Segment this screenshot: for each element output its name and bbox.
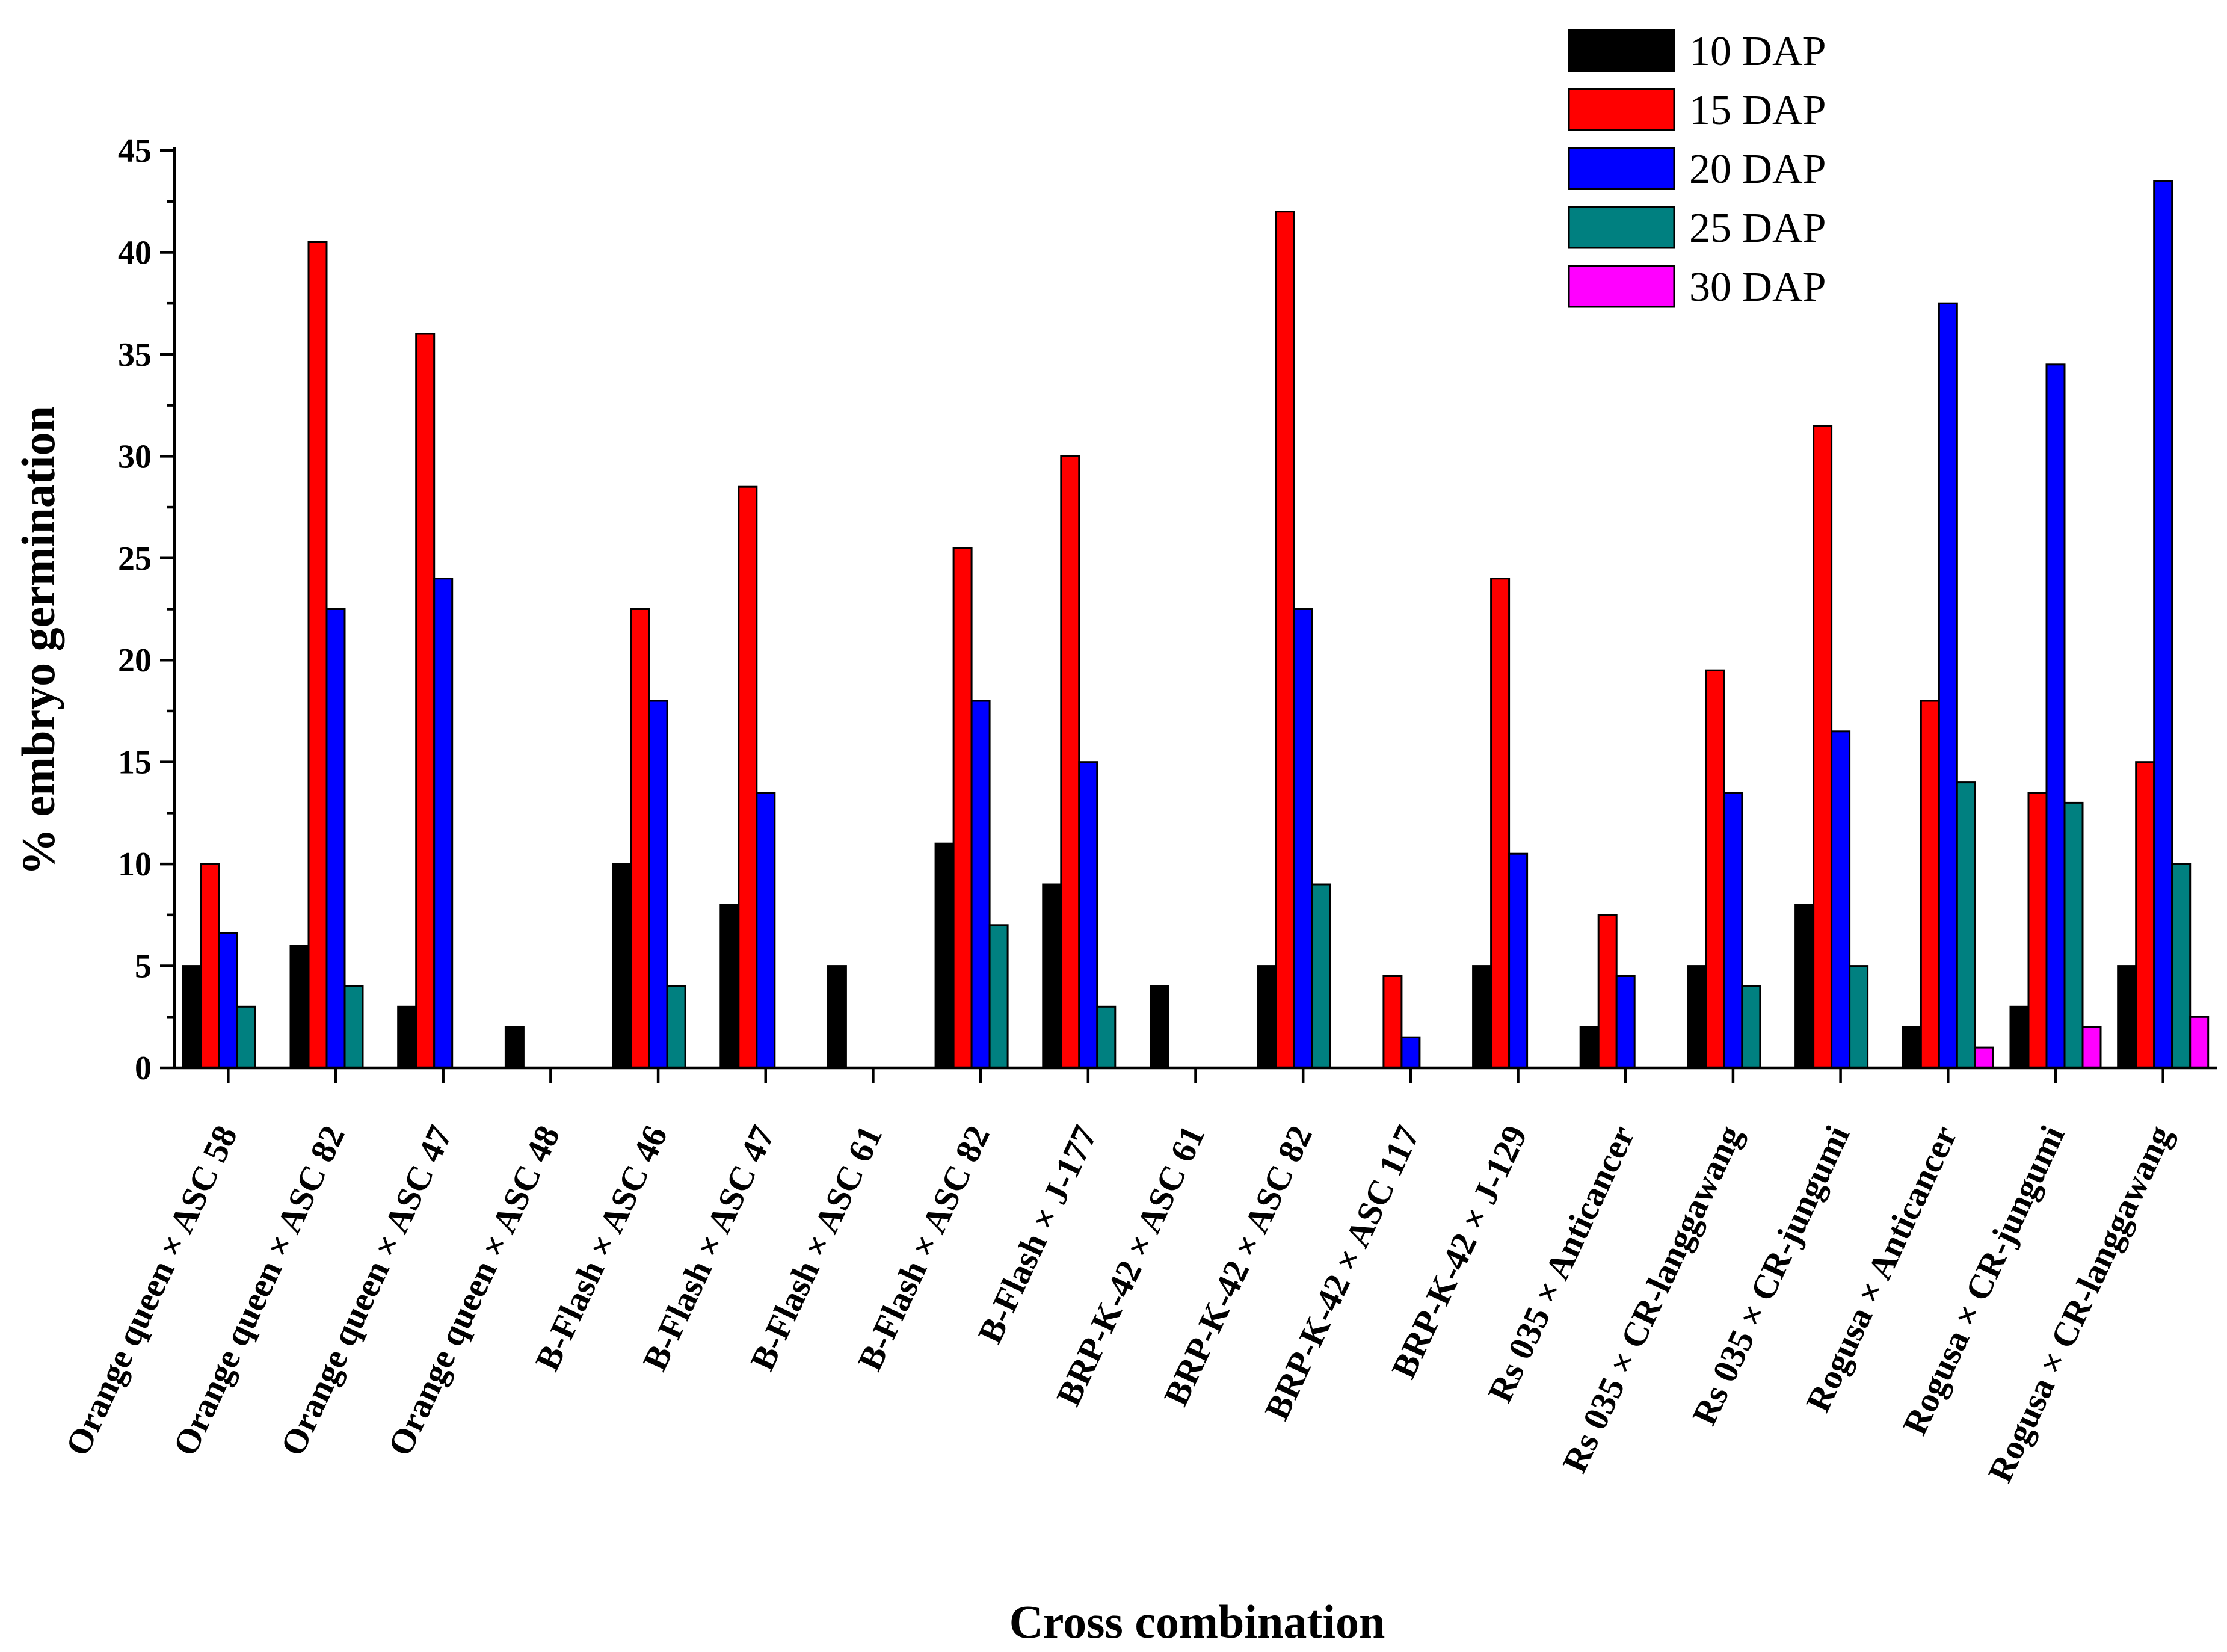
y-tick-label-1: 5 [135, 948, 152, 985]
bar-18-1 [2135, 761, 2155, 1069]
bar-4-3 [666, 985, 686, 1069]
legend-swatch-4 [1568, 265, 1675, 308]
bar-18-3 [2171, 863, 2192, 1069]
y-axis-title: % embryo germination [12, 406, 64, 875]
bar-1-1 [307, 241, 328, 1069]
legend-label-1: 15 DAP [1689, 87, 1826, 134]
bar-8-1 [1060, 455, 1080, 1069]
bar-16-2 [1938, 302, 1958, 1069]
bar-18-4 [2189, 1016, 2210, 1069]
bars-layer [182, 180, 2210, 1069]
bar-10-0 [1257, 965, 1277, 1069]
bar-7-2 [970, 700, 991, 1069]
bar-2-1 [415, 333, 436, 1069]
bar-2-0 [397, 1005, 417, 1069]
bar-10-2 [1293, 608, 1313, 1069]
bar-15-2 [1831, 730, 1851, 1069]
y-tick-label-5: 25 [118, 540, 152, 578]
y-tick-label-6: 30 [118, 438, 152, 475]
legend-swatch-1 [1568, 88, 1675, 131]
bar-7-1 [952, 547, 973, 1069]
y-tick-label-2: 10 [118, 846, 152, 883]
bar-15-0 [1794, 904, 1815, 1069]
bar-7-0 [934, 842, 955, 1069]
bar-7-3 [988, 924, 1009, 1069]
bar-17-2 [2045, 363, 2066, 1069]
x-axis-title: Cross combination [1009, 1595, 1385, 1648]
bar-8-2 [1078, 761, 1098, 1069]
bar-18-2 [2153, 180, 2173, 1069]
y-tick-label-8: 40 [118, 234, 152, 271]
bar-14-3 [1741, 985, 1761, 1069]
legend-label-4: 30 DAP [1689, 264, 1826, 310]
bar-3-0 [504, 1026, 525, 1069]
bar-0-3 [236, 1005, 256, 1069]
bar-0-1 [200, 863, 220, 1069]
bar-18-0 [2117, 965, 2137, 1069]
bar-1-2 [325, 608, 346, 1069]
bar-12-1 [1490, 578, 1511, 1069]
bar-14-0 [1687, 965, 1707, 1069]
bar-11-1 [1382, 975, 1403, 1069]
bar-16-4 [1974, 1046, 1994, 1069]
bar-14-2 [1723, 792, 1743, 1069]
bar-4-2 [648, 700, 668, 1069]
x-tick-label-8: B-Flash × J-177 [970, 1120, 1105, 1349]
bar-17-4 [2081, 1026, 2102, 1069]
y-tick-label-7: 35 [118, 336, 152, 374]
bar-15-1 [1813, 425, 1833, 1069]
bar-8-0 [1042, 883, 1062, 1069]
bar-10-1 [1275, 211, 1295, 1069]
bar-17-0 [2009, 1005, 2030, 1069]
bar-16-0 [1902, 1026, 1922, 1069]
bar-8-3 [1096, 1005, 1117, 1069]
bar-10-3 [1311, 883, 1331, 1069]
bar-12-0 [1472, 965, 1492, 1069]
legend-swatch-2 [1568, 147, 1675, 190]
y-tick-label-0: 0 [135, 1050, 152, 1087]
bar-15-3 [1849, 965, 1869, 1069]
bar-16-3 [1956, 781, 1976, 1069]
legend: 10 DAP 15 DAP 20 DAP 25 DAP 30 DAP [1568, 28, 1826, 310]
bar-9-0 [1150, 985, 1169, 1069]
bar-12-2 [1508, 852, 1529, 1069]
y-tick-label-4: 20 [118, 642, 152, 679]
bar-1-3 [343, 985, 364, 1069]
bar-2-2 [433, 578, 454, 1069]
bar-17-3 [2063, 801, 2084, 1069]
axes-layer: 0 5 10 15 20 25 30 35 40 45 [118, 132, 2217, 1087]
legend-swatch-3 [1568, 206, 1675, 249]
x-tick-label-18: Rogusa × CR-langgawang [1980, 1120, 2180, 1488]
y-tick-label-3: 15 [118, 744, 152, 781]
bar-4-0 [612, 863, 632, 1069]
bar-0-2 [218, 932, 238, 1069]
bar-13-0 [1579, 1026, 1600, 1069]
legend-label-3: 25 DAP [1689, 205, 1826, 251]
bar-14-1 [1705, 669, 1725, 1069]
legend-swatch-0 [1568, 29, 1675, 72]
bar-17-1 [2027, 792, 2048, 1069]
bar-11-2 [1400, 1036, 1421, 1069]
bar-13-1 [1597, 914, 1618, 1069]
bar-4-1 [630, 608, 650, 1069]
bar-6-0 [827, 965, 847, 1069]
bar-5-1 [738, 485, 758, 1069]
bar-5-0 [719, 904, 740, 1069]
legend-label-2: 20 DAP [1689, 146, 1826, 193]
y-tick-label-9: 45 [118, 132, 152, 170]
legend-label-0: 10 DAP [1689, 28, 1826, 75]
bar-1-0 [289, 945, 310, 1069]
bar-16-1 [1920, 700, 1940, 1069]
bar-0-0 [182, 965, 202, 1069]
bar-13-2 [1615, 975, 1636, 1069]
bar-5-2 [756, 792, 776, 1069]
